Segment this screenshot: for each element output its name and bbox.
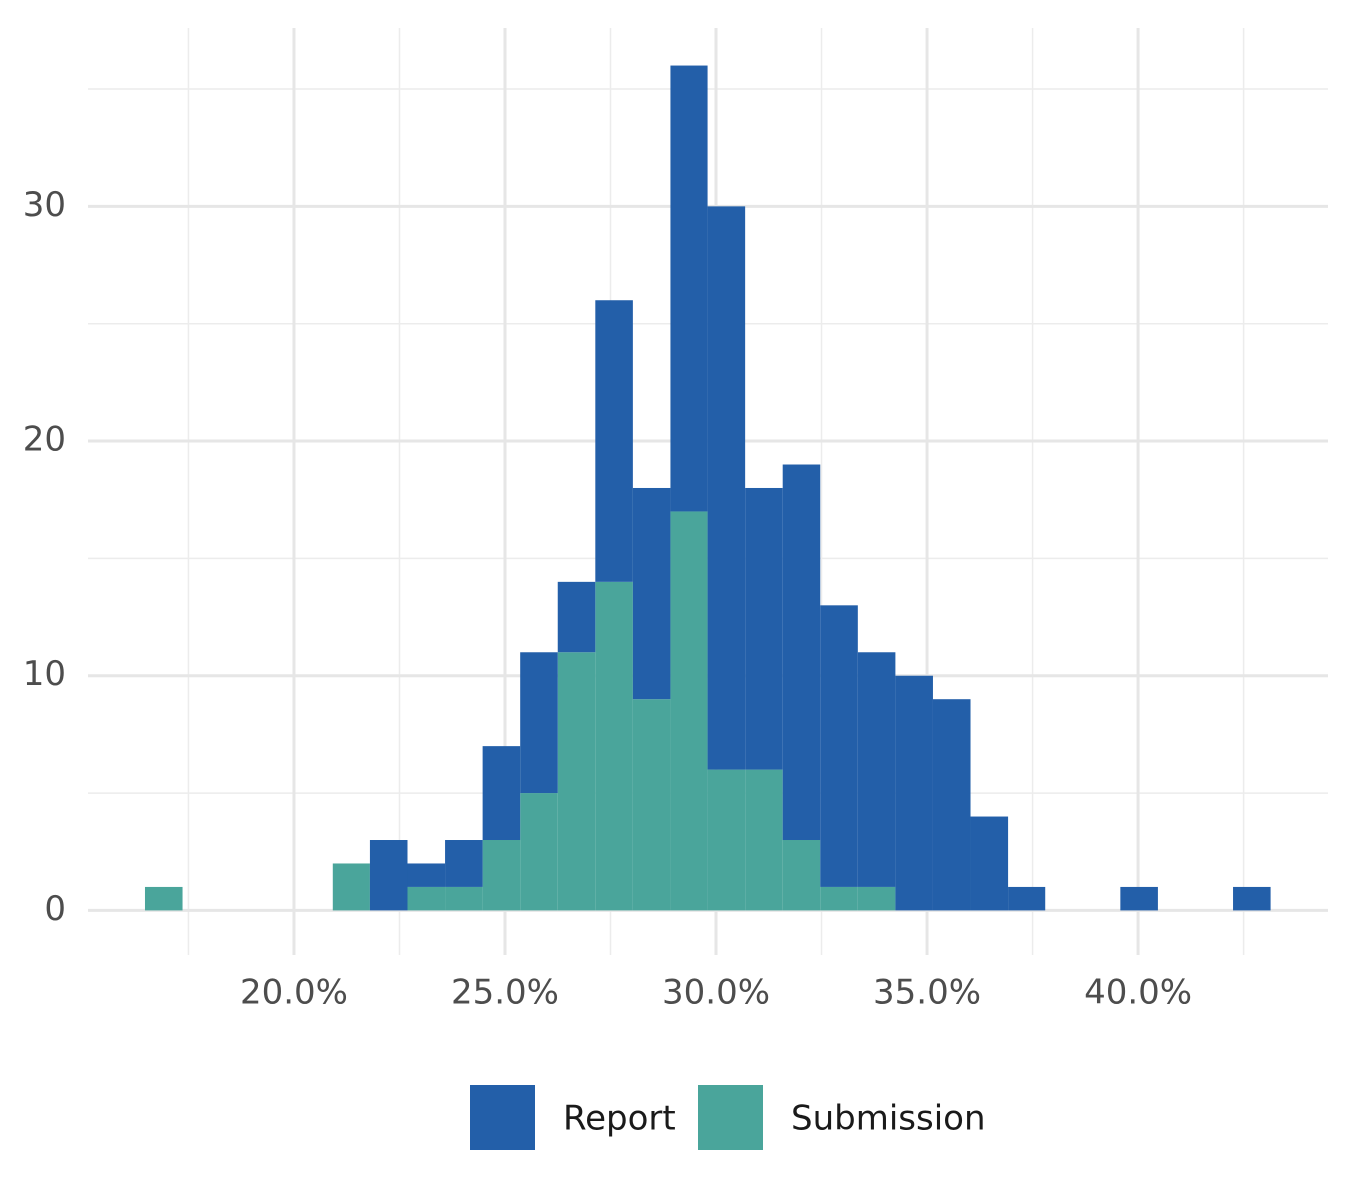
bar: [482, 746, 521, 841]
x-tick-label: 35.0%: [873, 973, 981, 1013]
x-tick-label: 30.0%: [662, 973, 770, 1013]
bar: [407, 886, 446, 911]
bar: [482, 840, 521, 911]
bar: [407, 863, 446, 887]
bar: [670, 511, 708, 911]
legend-label: Submission: [791, 1099, 986, 1139]
bar: [895, 675, 933, 911]
x-tick-label: 40.0%: [1084, 973, 1192, 1013]
legend-swatch: [470, 1085, 535, 1150]
bar: [520, 652, 558, 794]
bar: [1120, 886, 1158, 911]
bar: [595, 300, 633, 582]
bar: [332, 863, 370, 911]
legend-swatch: [698, 1085, 763, 1150]
bar: [369, 840, 408, 911]
bar: [520, 793, 558, 911]
bar: [144, 886, 183, 911]
bar: [745, 487, 783, 770]
bar: [1233, 886, 1271, 911]
legend-label: Report: [563, 1099, 676, 1139]
bar: [782, 464, 821, 841]
bar: [820, 605, 858, 887]
bar: [707, 206, 746, 770]
y-tick-label: 0: [44, 889, 66, 929]
x-tick-label: 25.0%: [451, 973, 559, 1013]
bar: [857, 886, 896, 911]
y-tick-label: 20: [23, 420, 66, 460]
bar: [970, 816, 1009, 911]
y-tick-label: 10: [23, 654, 66, 694]
bar: [557, 652, 596, 911]
bar: [670, 65, 708, 512]
bar: [707, 769, 746, 911]
bar: [1008, 886, 1046, 911]
bar: [445, 840, 483, 887]
bar: [632, 487, 671, 700]
bar: [445, 886, 483, 911]
y-tick-label: 30: [23, 185, 66, 225]
bar: [557, 581, 596, 653]
bar: [745, 769, 783, 911]
bar: [857, 652, 896, 887]
bar: [820, 886, 858, 911]
bar: [595, 581, 633, 911]
x-tick-label: 20.0%: [240, 973, 348, 1013]
bar: [932, 699, 971, 911]
bar: [782, 840, 821, 911]
bar: [632, 699, 671, 911]
